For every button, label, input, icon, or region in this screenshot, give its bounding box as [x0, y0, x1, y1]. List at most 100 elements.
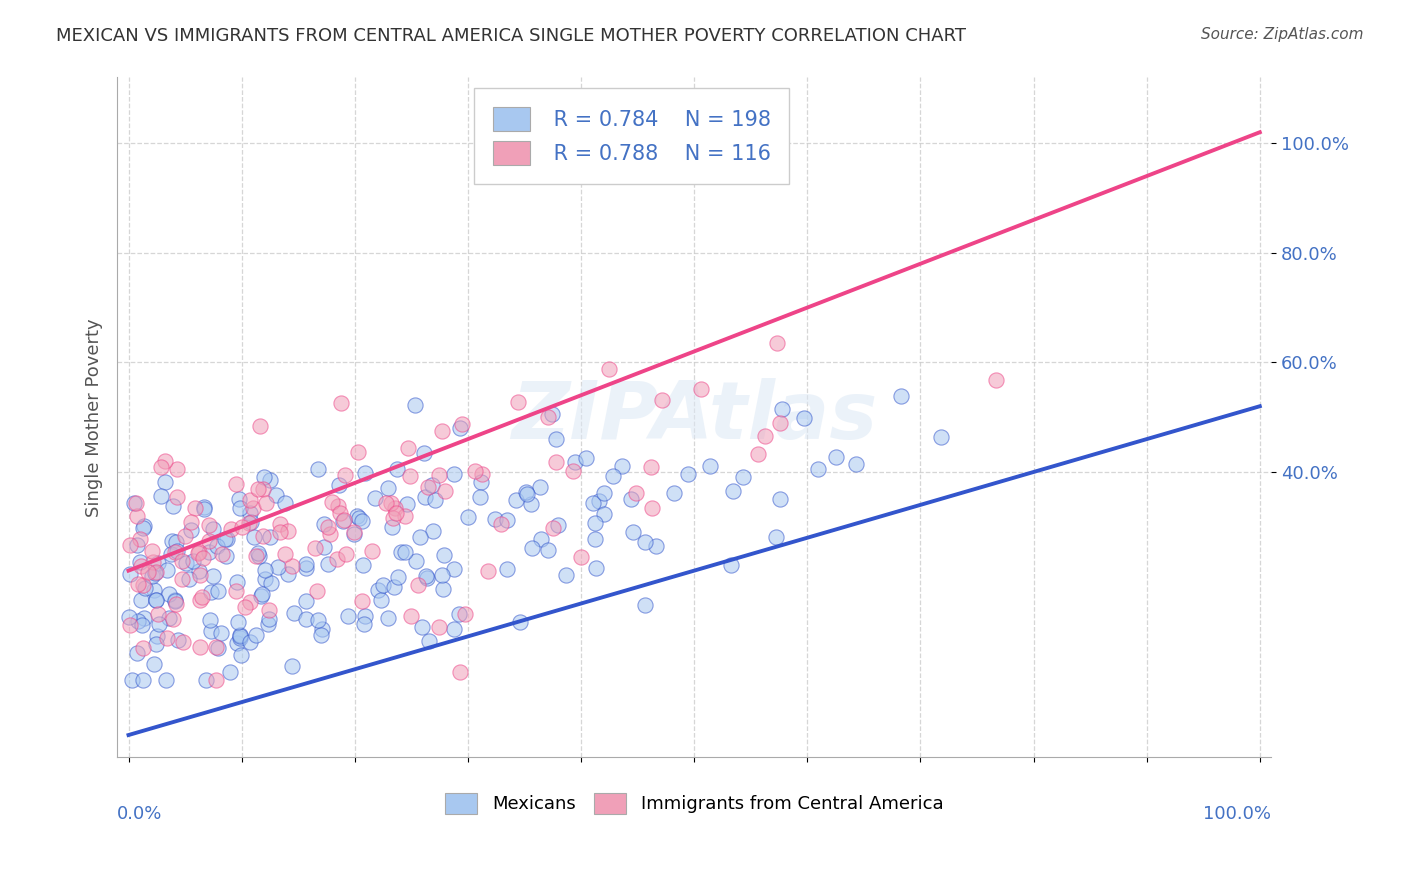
Point — [257, 617, 280, 632]
Point — [187, 546, 209, 560]
Point — [127, 538, 149, 552]
Y-axis label: Single Mother Poverty: Single Mother Poverty — [86, 318, 103, 516]
Point — [243, 530, 266, 544]
Point — [352, 558, 374, 572]
Point — [496, 513, 519, 527]
Point — [434, 484, 457, 499]
Legend: Mexicans, Immigrants from Central America: Mexicans, Immigrants from Central Americ… — [436, 784, 952, 822]
Point — [394, 508, 416, 523]
Point — [420, 477, 443, 491]
Point — [184, 500, 207, 515]
Point — [132, 521, 155, 535]
Point — [662, 486, 685, 500]
Point — [160, 534, 183, 549]
Point — [676, 467, 699, 481]
Point — [231, 519, 253, 533]
Point — [427, 468, 450, 483]
Point — [382, 580, 405, 594]
Point — [219, 522, 242, 536]
Point — [769, 492, 792, 507]
Point — [747, 447, 769, 461]
Point — [367, 582, 389, 597]
Point — [394, 544, 416, 558]
Point — [283, 606, 305, 620]
Point — [412, 446, 434, 460]
Point — [200, 624, 222, 639]
Point — [174, 529, 197, 543]
Point — [768, 417, 790, 431]
Point — [249, 419, 271, 434]
Point — [277, 524, 299, 538]
Point — [193, 502, 215, 516]
Point — [238, 516, 260, 530]
Point — [132, 640, 155, 655]
Point — [294, 593, 316, 607]
Point — [540, 408, 562, 422]
Point — [311, 622, 333, 636]
Point — [328, 499, 350, 513]
Point — [207, 641, 229, 656]
Point — [770, 402, 793, 417]
Point — [215, 549, 238, 563]
Point — [602, 469, 624, 483]
Point — [396, 441, 419, 455]
Point — [198, 545, 221, 559]
Point — [163, 544, 186, 558]
Point — [259, 473, 281, 487]
Point — [374, 495, 396, 509]
Point — [156, 563, 179, 577]
Point — [530, 532, 553, 546]
Point — [200, 585, 222, 599]
Point — [520, 497, 543, 511]
Point — [188, 592, 211, 607]
Point — [562, 464, 585, 478]
Point — [332, 513, 354, 527]
Point — [321, 495, 343, 509]
Point — [207, 584, 229, 599]
Point — [585, 561, 607, 575]
Point — [162, 612, 184, 626]
Point — [142, 555, 165, 569]
Point — [307, 462, 329, 476]
Point — [132, 578, 155, 592]
Point — [641, 501, 664, 516]
Point — [277, 567, 299, 582]
Point — [145, 637, 167, 651]
Point — [134, 582, 156, 596]
Point — [165, 535, 187, 549]
Point — [228, 615, 250, 629]
Point — [225, 574, 247, 589]
Point — [156, 631, 179, 645]
Point — [329, 506, 352, 520]
Point — [166, 462, 188, 476]
Point — [252, 482, 274, 496]
Point — [214, 532, 236, 546]
Point — [177, 573, 200, 587]
Point — [529, 480, 551, 494]
Point — [125, 646, 148, 660]
Point — [391, 545, 413, 559]
Point — [404, 398, 426, 412]
Point — [364, 491, 387, 506]
Point — [257, 612, 280, 626]
Point — [145, 566, 167, 581]
Point — [239, 595, 262, 609]
Point — [141, 569, 163, 583]
Point — [468, 490, 491, 504]
Point — [433, 548, 456, 562]
Point — [142, 582, 165, 597]
Point — [146, 556, 169, 570]
Point — [181, 554, 204, 568]
Point — [252, 587, 274, 601]
Point — [406, 578, 429, 592]
Text: 100.0%: 100.0% — [1204, 805, 1271, 822]
Point — [304, 541, 326, 555]
Point — [166, 544, 188, 558]
Point — [242, 501, 264, 516]
Point — [353, 608, 375, 623]
Point — [254, 496, 277, 510]
Point — [352, 593, 374, 607]
Point — [623, 524, 645, 539]
Point — [163, 592, 186, 607]
Point — [127, 577, 149, 591]
